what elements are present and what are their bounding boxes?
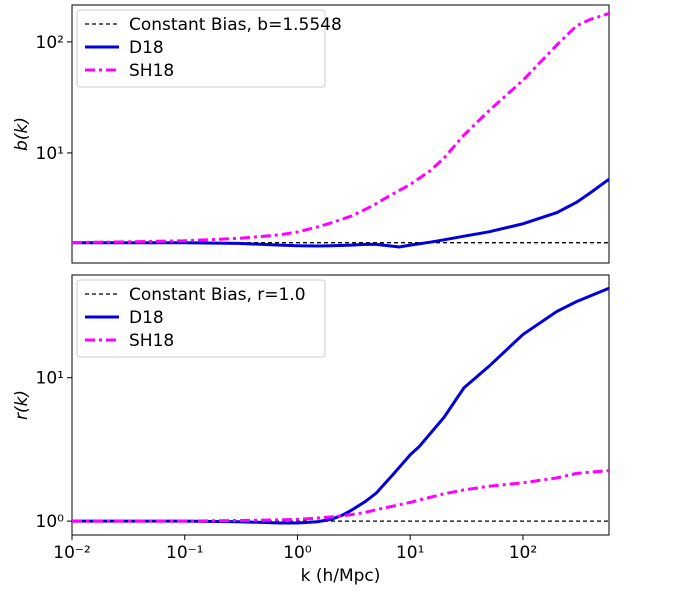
y-tick-label: 10² [36,33,64,53]
legend-label: D18 [129,38,164,58]
y-axis-label: b(k) [12,117,32,151]
y-tick-label: 10⁰ [36,512,65,532]
legend-label: Constant Bias, b=1.5548 [129,15,342,35]
y-axis-label: r(k) [12,390,32,420]
x-tick-label: 10⁰ [283,543,312,563]
x-tick-label: 10⁻¹ [166,543,203,563]
legend-label: Constant Bias, r=1.0 [129,285,306,305]
x-tick-label: 10⁻² [53,543,90,563]
plot-frame [71,274,610,536]
series-line [72,12,609,244]
plot-frame [71,4,610,264]
legend-label: D18 [129,308,164,328]
series-line [72,286,609,525]
y-tick-label: 10¹ [36,369,64,389]
x-axis-label: k (h/Mpc) [301,566,381,586]
series-line [72,469,609,523]
y-tick-label: 10¹ [36,144,64,164]
legend-label: SH18 [129,331,174,351]
legend-box [76,279,326,358]
series-line [72,177,609,249]
x-tick-label: 10² [509,543,537,563]
legend-label: SH18 [129,61,174,81]
legend-box [76,9,326,88]
x-tick-label: 10¹ [396,543,424,563]
